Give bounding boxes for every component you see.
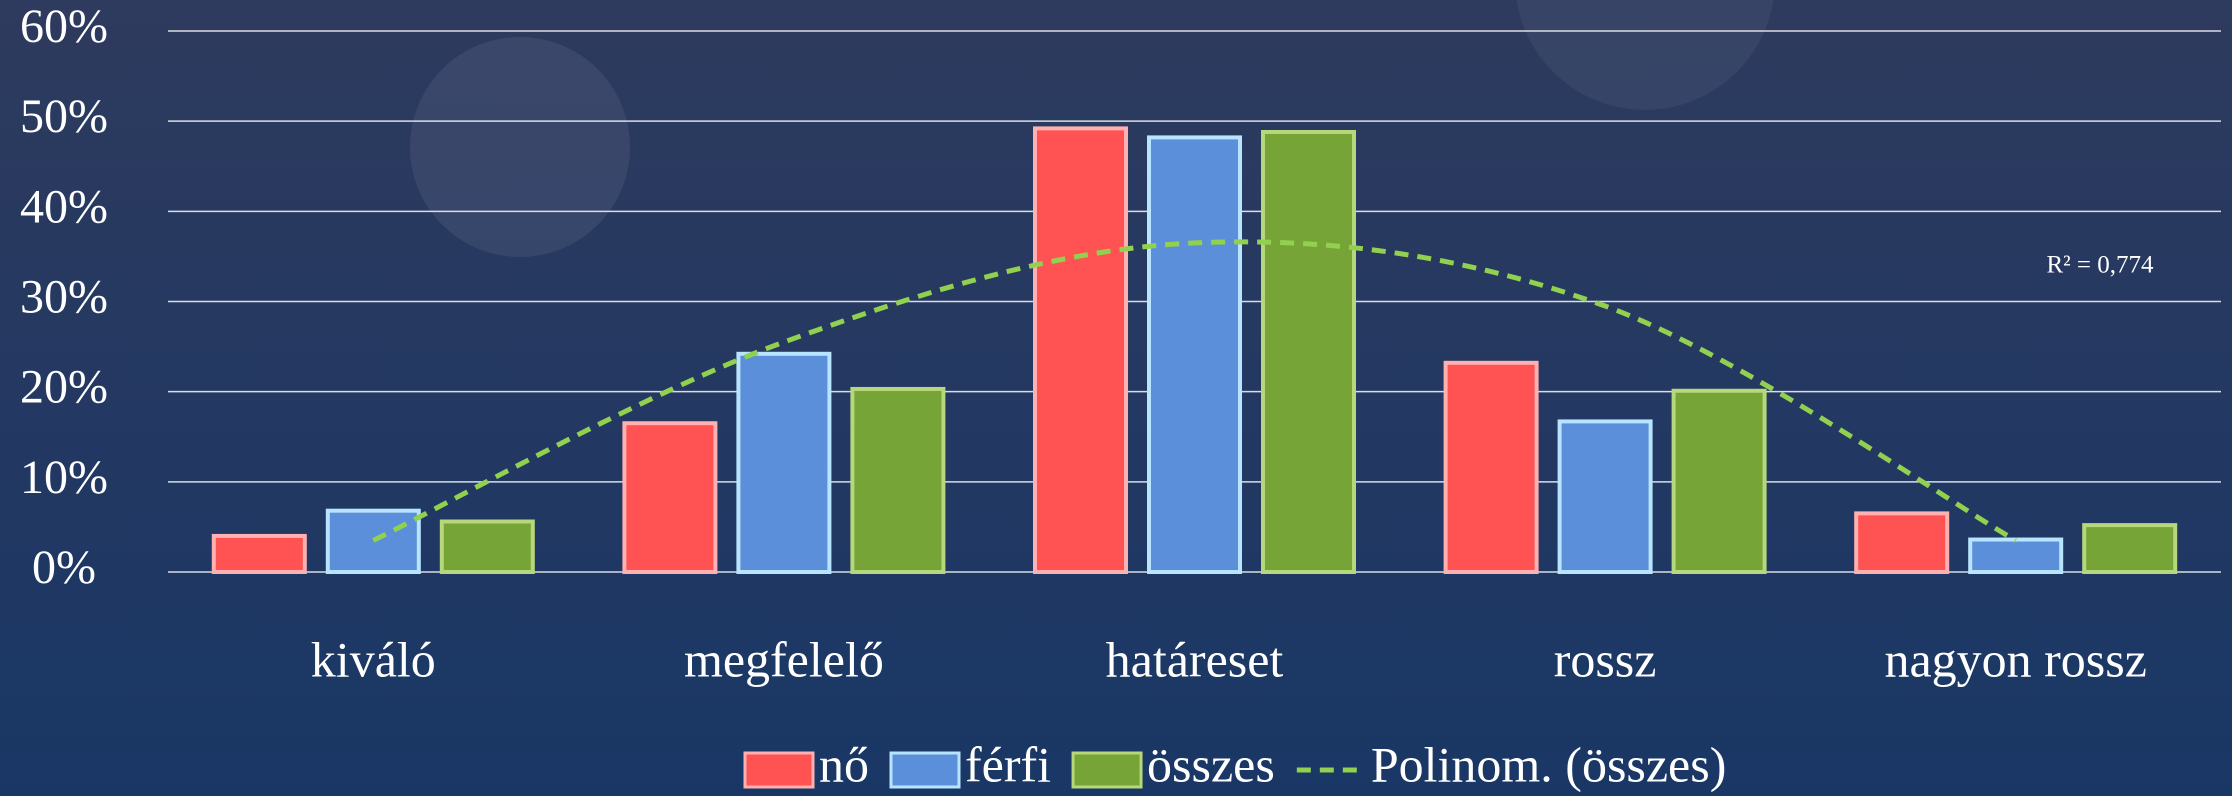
decor-circle: [1516, 0, 1774, 110]
x-tick-label: megfelelő: [684, 631, 884, 687]
bar: [1147, 135, 1242, 574]
y-tick-label: 0%: [32, 541, 96, 594]
bar: [850, 386, 946, 574]
annotation: R² = 0,774: [2046, 252, 2154, 279]
bar: [1033, 126, 1128, 574]
bar: [439, 519, 535, 574]
y-tick-label: 30%: [20, 271, 108, 324]
y-tick-label: 10%: [20, 451, 108, 504]
bar: [211, 533, 307, 575]
bar: [1443, 360, 1539, 574]
trendline: [372, 239, 2017, 543]
bar: [1854, 511, 1950, 574]
legend-label: összes: [1147, 736, 1275, 792]
bar: [1671, 388, 1767, 575]
x-tick-label: határeset: [1106, 631, 1284, 687]
x-tick-label: nagyon rossz: [1884, 631, 2146, 687]
legend-swatch: [1071, 751, 1143, 789]
bar: [1968, 537, 2064, 574]
bar: [736, 351, 832, 574]
x-tick-label: kiváló: [311, 631, 436, 687]
y-tick-label: 50%: [20, 90, 108, 143]
y-tick-label: 20%: [20, 361, 108, 414]
bar: [1557, 419, 1653, 574]
bar: [325, 508, 421, 575]
bar: [2082, 523, 2178, 575]
legend-label: Polinom. (összes): [1371, 736, 1727, 792]
legend-label: férfi: [965, 736, 1051, 792]
y-tick-label: 40%: [20, 180, 108, 233]
legend-swatch: [743, 751, 815, 789]
legend-label: nő: [819, 736, 869, 792]
decor-circle: [410, 37, 630, 257]
bar: [1261, 129, 1356, 574]
bar: [622, 421, 718, 574]
y-tick-label: 60%: [20, 0, 108, 53]
legend-swatch: [889, 751, 961, 789]
x-tick-label: rossz: [1554, 631, 1657, 687]
